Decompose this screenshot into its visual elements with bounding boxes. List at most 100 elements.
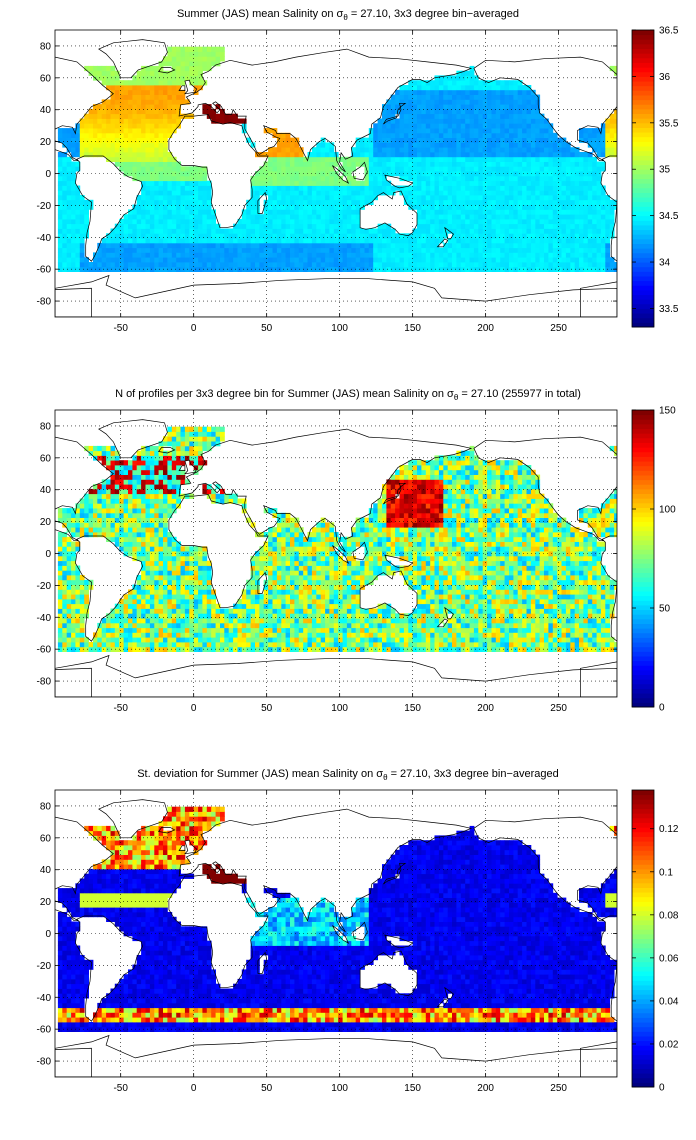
data-cell	[592, 195, 597, 201]
data-cell	[163, 233, 168, 239]
data-cell	[158, 503, 164, 509]
data-cell	[373, 147, 378, 153]
data-cell	[158, 527, 164, 533]
data-cell	[425, 199, 431, 205]
data-cell	[544, 195, 549, 201]
data-cell	[276, 214, 282, 220]
data-cell	[215, 266, 221, 272]
data-cell	[176, 474, 181, 480]
data-cell	[443, 209, 449, 215]
data-cell	[167, 257, 173, 263]
data-cell	[522, 190, 527, 196]
data-cell	[114, 618, 120, 624]
data-cell	[149, 627, 155, 633]
data-cell	[342, 242, 348, 249]
data-cell	[145, 242, 151, 249]
data-cell	[75, 257, 81, 263]
data-cell	[268, 147, 273, 153]
data-cell	[97, 104, 103, 110]
data-cell	[587, 209, 593, 215]
data-cell	[552, 247, 558, 253]
data-cell	[456, 257, 462, 263]
data-cell	[377, 161, 383, 167]
data-cell	[443, 80, 449, 86]
data-cell	[395, 94, 400, 100]
data-cell	[583, 247, 589, 253]
data-cell	[250, 238, 256, 244]
data-cell	[211, 223, 216, 229]
data-cell	[609, 123, 615, 129]
data-cell	[456, 252, 462, 258]
data-cell	[136, 450, 142, 456]
data-cell	[171, 65, 177, 72]
data-cell	[303, 223, 308, 229]
data-cell	[403, 128, 409, 134]
data-cell	[62, 541, 68, 547]
data-cell	[600, 228, 606, 234]
data-cell	[255, 266, 260, 272]
data-cell	[268, 238, 273, 244]
data-cell	[259, 252, 265, 258]
colorbar-step	[632, 122, 654, 128]
data-cell	[600, 152, 606, 158]
data-cell	[412, 238, 418, 244]
data-cell	[482, 190, 488, 196]
data-cell	[552, 262, 558, 268]
data-cell	[184, 228, 190, 234]
data-cell	[351, 228, 357, 234]
data-cell	[351, 195, 357, 201]
data-cell	[66, 579, 72, 585]
data-cell	[110, 113, 116, 119]
data-cell	[110, 80, 116, 86]
data-cell	[504, 262, 510, 268]
data-cell	[176, 238, 181, 244]
data-cell	[154, 637, 160, 643]
data-cell	[592, 247, 597, 253]
data-cell	[500, 228, 505, 234]
data-cell	[136, 156, 142, 162]
data-cell	[79, 584, 85, 590]
data-cell	[171, 598, 177, 605]
data-cell	[377, 128, 383, 134]
data-cell	[71, 551, 76, 557]
data-cell	[500, 80, 505, 86]
data-cell	[84, 579, 89, 585]
data-cell	[106, 108, 111, 115]
colorbar-step	[632, 150, 654, 156]
data-cell	[579, 166, 584, 172]
data-cell	[465, 104, 470, 110]
data-cell	[176, 56, 181, 62]
data-cell	[158, 61, 164, 67]
data-cell	[114, 493, 120, 499]
data-cell	[119, 238, 124, 244]
data-cell	[128, 493, 133, 499]
data-cell	[88, 199, 94, 205]
data-cell	[469, 104, 475, 110]
data-cell	[346, 156, 352, 162]
data-cell	[495, 166, 501, 172]
data-cell	[614, 65, 617, 72]
data-cell	[495, 195, 501, 201]
data-cell	[132, 622, 138, 629]
data-cell	[250, 175, 256, 182]
data-cell	[417, 132, 422, 138]
data-cell	[491, 266, 497, 272]
data-cell	[145, 142, 151, 148]
data-cell	[180, 171, 186, 177]
data-cell	[88, 450, 94, 456]
data-cell	[565, 175, 571, 182]
data-cell	[298, 195, 304, 201]
coastline-path	[98, 39, 168, 79]
data-cell	[417, 113, 422, 119]
data-cell	[141, 517, 146, 523]
data-cell	[180, 262, 186, 268]
data-cell	[587, 137, 593, 143]
data-cell	[360, 180, 365, 186]
data-cell	[565, 180, 571, 186]
data-cell	[412, 152, 418, 158]
data-cell	[255, 209, 260, 215]
data-cell	[447, 142, 453, 148]
data-cell	[513, 128, 519, 134]
data-cell	[114, 85, 120, 91]
data-cell	[395, 166, 400, 172]
